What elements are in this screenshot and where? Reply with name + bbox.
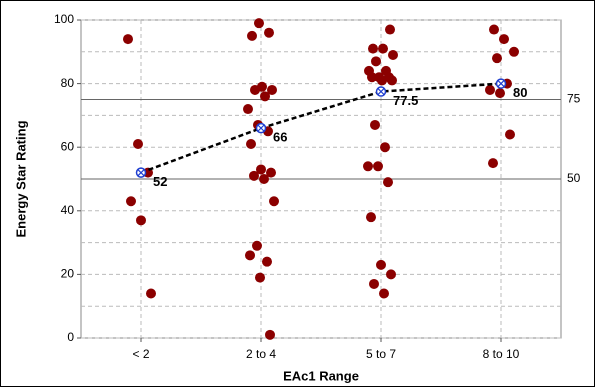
median-label: 80 (513, 85, 527, 100)
data-point (377, 75, 387, 86)
data-point (368, 43, 378, 54)
data-point (489, 24, 499, 35)
median-marker-cross (137, 169, 145, 177)
y-tick-label: 0 (67, 330, 74, 344)
data-point (245, 250, 255, 261)
data-point (376, 259, 386, 270)
data-point (499, 34, 509, 45)
data-point (385, 24, 395, 35)
median-label: 66 (273, 130, 287, 145)
data-point (246, 139, 256, 150)
x-axis-title: EAc1 Range (283, 368, 359, 383)
median-label: 77.5 (393, 93, 418, 108)
y-tick-label: 80 (61, 76, 75, 90)
x-tick-label: 2 to 4 (246, 347, 276, 361)
data-point (126, 196, 136, 207)
data-point (266, 167, 276, 178)
y-tick-label: 40 (61, 203, 75, 217)
data-point (369, 278, 379, 289)
data-point (363, 161, 373, 172)
data-point (123, 34, 133, 45)
data-point (265, 329, 275, 340)
y-tick-label: 100 (54, 12, 74, 26)
data-point (366, 212, 376, 223)
data-point (249, 170, 259, 181)
data-point (146, 288, 156, 299)
y-tick-label: 60 (61, 139, 75, 153)
median-label: 52 (153, 174, 167, 189)
median-line (140, 82, 502, 174)
data-point (256, 164, 266, 175)
data-point (387, 75, 397, 86)
median-marker-cross (257, 124, 265, 132)
data-point (505, 129, 515, 140)
data-point (388, 49, 398, 60)
median-marker-cross (377, 88, 385, 95)
data-point (136, 215, 146, 226)
data-point (259, 174, 269, 184)
data-point (383, 177, 393, 188)
x-tick-label: 8 to 10 (483, 347, 520, 361)
data-point (380, 142, 390, 153)
data-point (509, 46, 519, 57)
y-tick-label: 20 (61, 267, 75, 281)
data-point (260, 91, 270, 102)
data-point (267, 84, 277, 95)
data-point (492, 53, 502, 64)
data-point (379, 288, 389, 299)
data-point (386, 269, 396, 280)
data-point (495, 88, 505, 99)
y-axis-title: Energy Star Rating (13, 120, 28, 237)
x-tick-label: 5 to 7 (366, 347, 396, 361)
data-point (264, 27, 274, 38)
data-point (371, 56, 381, 67)
data-point (133, 139, 143, 150)
reference-label: 75 (567, 92, 581, 106)
data-point (254, 18, 264, 29)
data-point (252, 240, 262, 251)
data-point (378, 43, 388, 54)
data-point (488, 158, 498, 169)
data-point (262, 256, 272, 267)
data-point (247, 30, 257, 41)
data-point (367, 72, 377, 83)
data-point (269, 196, 279, 207)
data-point (373, 161, 383, 172)
data-point (370, 119, 380, 130)
data-point (255, 272, 265, 283)
data-point (243, 104, 253, 115)
reference-label: 50 (567, 171, 581, 185)
data-point (485, 84, 495, 95)
x-tick-label: < 2 (132, 347, 149, 361)
data-point (250, 84, 260, 95)
median-marker-cross (497, 80, 505, 88)
